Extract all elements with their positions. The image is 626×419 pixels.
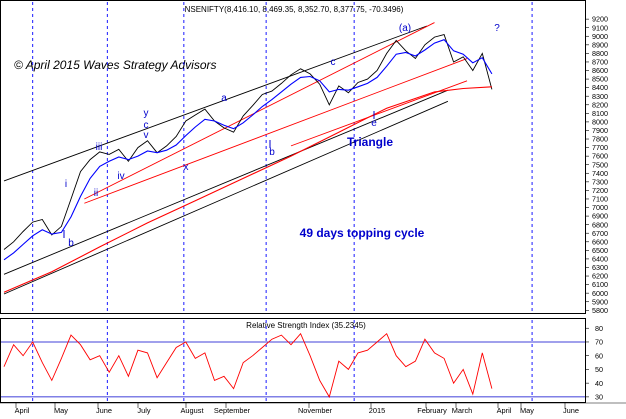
price-tick-label: 8400 <box>592 83 608 92</box>
price-panel: NSENIFTY(8,416.10, 8,469.35, 8,352.70, 8… <box>0 0 608 315</box>
price-tick-label: 6400 <box>592 255 608 264</box>
price-tick-label: 8200 <box>592 100 608 109</box>
price-tick-label: 5900 <box>592 297 608 306</box>
x-axis-label: November <box>298 406 333 415</box>
price-tick-label: 6600 <box>592 237 608 246</box>
x-axis-label: May <box>520 406 534 415</box>
x-axis-label: March <box>452 406 473 415</box>
price-tick-label: 9100 <box>592 23 608 32</box>
price-tick-label: 9000 <box>592 32 608 41</box>
price-tick-label: 6100 <box>592 280 608 289</box>
x-axis-label: June <box>96 406 112 415</box>
wave-annotation-label: Triangle <box>347 135 393 149</box>
rsi-tick-label: 80 <box>595 324 603 333</box>
price-tick-label: 7200 <box>592 186 608 195</box>
x-axis-label: August <box>180 406 203 415</box>
wave-annotation-label: iii <box>96 142 103 153</box>
price-tick-label: 7600 <box>592 152 608 161</box>
price-tick-label: 7000 <box>592 203 608 212</box>
rsi-panel: Relative Strength Index (35.2345) 80 70 60… <box>0 318 603 403</box>
price-tick-label: 8300 <box>592 92 608 101</box>
watermark: © April 2015 Waves Strategy Advisors <box>14 58 216 72</box>
price-tick-label: 7500 <box>592 160 608 169</box>
long-moving-average-line <box>3 86 492 293</box>
wave-annotation-label: iv <box>117 171 124 182</box>
price-tick-label: 7800 <box>592 135 608 144</box>
price-tick-label: 6200 <box>592 272 608 281</box>
price-tick-label: 8700 <box>592 58 608 67</box>
rsi-series-line <box>3 332 493 399</box>
wave-annotation-label: c <box>144 120 149 131</box>
price-tick-label: 8500 <box>592 75 608 84</box>
rsi-panel-frame <box>0 318 586 403</box>
price-tick-label: 6500 <box>592 246 608 255</box>
rsi-title: Relative Strength Index (35.2345) <box>246 321 366 330</box>
trend-channel-line <box>84 22 435 200</box>
price-tick-label: 6800 <box>592 220 608 229</box>
price-tick-label: 7300 <box>592 177 608 186</box>
price-tick-label: 8600 <box>592 66 608 75</box>
wave-annotation-label: e <box>371 118 377 129</box>
wave-annotation-label: (a) <box>399 23 411 34</box>
price-tick-label: 8900 <box>592 40 608 49</box>
chart-title: NSENIFTY(8,416.10, 8,469.35, 8,352.70, 8… <box>185 5 404 14</box>
wave-annotation-label: b <box>269 147 275 158</box>
x-axis-label: April <box>497 406 512 415</box>
price-tick-label: 8800 <box>592 49 608 58</box>
rsi-tick-label: 40 <box>595 379 603 388</box>
wave-annotation-label: b <box>68 238 74 249</box>
price-tick-label: 7400 <box>592 169 608 178</box>
price-tick-label: 7900 <box>592 126 608 135</box>
price-tick-label: 7100 <box>592 195 608 204</box>
x-axis-label: April <box>15 406 30 415</box>
price-tick-label: 7700 <box>592 143 608 152</box>
price-tick-label: 6000 <box>592 289 608 298</box>
price-tick-label: 8000 <box>592 117 608 126</box>
wave-annotation-label: ii <box>94 188 98 199</box>
x-axis: April May June July August September November 2… <box>0 402 626 415</box>
wave-annotation-label: x <box>184 162 189 173</box>
wave-annotation-label: c <box>331 57 336 68</box>
price-tick-label: 9200 <box>592 15 608 24</box>
wave-annotation-label: i <box>65 179 67 190</box>
rsi-tick-label: 30 <box>595 392 603 401</box>
x-axis-label: July <box>137 406 150 415</box>
x-axis-label: 2015 <box>369 406 385 415</box>
trend-channel-line <box>3 25 428 182</box>
x-axis-label: June <box>563 406 579 415</box>
price-panel-frame <box>0 0 586 314</box>
price-tick-label: 8100 <box>592 109 608 118</box>
wave-annotation-label: y <box>144 108 149 119</box>
short-moving-average-line <box>3 39 493 261</box>
wave-annotation-label: ? <box>494 23 500 34</box>
trend-channel-line <box>84 58 468 204</box>
x-axis-label: February <box>417 406 447 415</box>
wave-annotation-label: a <box>221 93 227 104</box>
wave-annotation-label: 49 days topping cycle <box>300 226 425 240</box>
x-axis-label: May <box>54 406 68 415</box>
price-tick-label: 6900 <box>592 212 608 221</box>
price-tick-label: 5800 <box>592 306 608 315</box>
trend-channel-line <box>3 100 449 295</box>
rsi-tick-label: 70 <box>595 338 603 347</box>
x-axis-label: September <box>214 406 251 415</box>
rsi-tick-label: 60 <box>595 351 603 360</box>
price-tick-label: 6700 <box>592 229 608 238</box>
price-tick-label: 6300 <box>592 263 608 272</box>
wave-annotation-label: v <box>144 130 149 141</box>
trend-channel-line <box>3 89 449 275</box>
rsi-tick-label: 50 <box>595 365 603 374</box>
